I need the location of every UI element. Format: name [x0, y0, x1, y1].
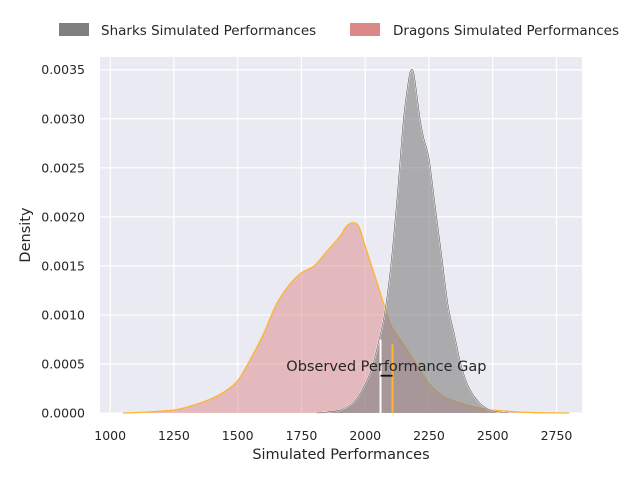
tick-labels: 1000 1250 1500 1750 2000 2250 2500 2750 0.0000 0.… [41, 62, 572, 443]
y-tick-label: 0.0025 [41, 160, 85, 175]
y-tick-label: 0.0030 [41, 111, 85, 126]
series-layer [122, 68, 570, 414]
legend: Sharks Simulated Performances Dragons Si… [59, 23, 619, 39]
legend-swatch-sharks [59, 23, 89, 36]
y-tick-label: 0.0005 [41, 356, 85, 371]
y-tick-label: 0.0000 [41, 406, 85, 421]
x-tick-label: 2750 [541, 428, 573, 443]
x-tick-label: 1500 [222, 428, 254, 443]
legend-label-sharks: Sharks Simulated Performances [101, 23, 316, 39]
line-sharks-edge [316, 68, 509, 414]
y-tick-label: 0.0035 [41, 62, 85, 77]
x-tick-label: 1750 [286, 428, 318, 443]
x-tick-label: 2500 [477, 428, 509, 443]
x-axis-label: Simulated Performances [252, 447, 429, 463]
y-tick-label: 0.0020 [41, 209, 85, 224]
x-tick-label: 2250 [413, 428, 445, 443]
observed-markers [379, 339, 394, 413]
y-tick-label: 0.0015 [41, 258, 85, 273]
x-tick-label: 1250 [158, 428, 190, 443]
y-axis-label: Density [18, 207, 34, 263]
area-sharks [316, 69, 509, 414]
gap-annotation: Observed Performance Gap [286, 359, 486, 375]
legend-swatch-dragons [350, 23, 380, 36]
area-dragons [122, 222, 570, 413]
legend-label-dragons: Dragons Simulated Performances [393, 23, 619, 39]
x-tick-label: 1000 [94, 428, 126, 443]
x-tick-label: 2000 [349, 428, 381, 443]
y-tick-label: 0.0010 [41, 307, 85, 322]
